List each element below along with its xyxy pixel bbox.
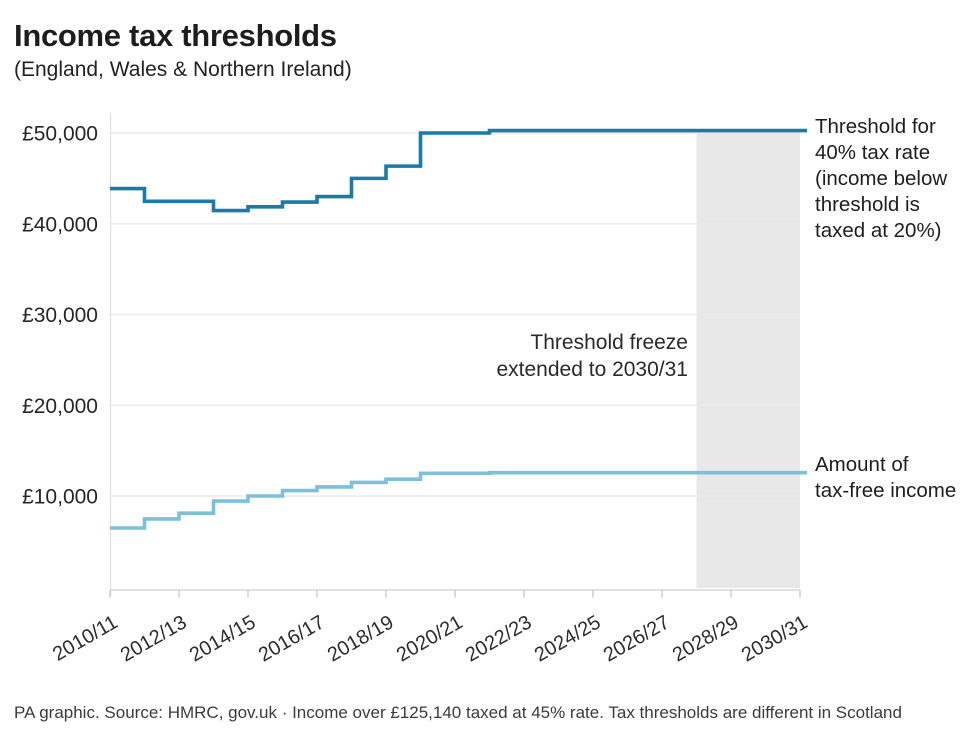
- x-axis-tick-label: 2020/21: [393, 611, 467, 666]
- x-axis-tick-label: 2012/13: [117, 611, 191, 666]
- series-label-tax-free-income: Amount of tax-free income: [815, 453, 957, 502]
- page-title: Income tax thresholds: [14, 18, 337, 53]
- x-axis-tick-label: 2026/27: [600, 611, 674, 666]
- y-axis-tick-label: £20,000: [22, 395, 98, 418]
- x-axis-tick-label: 2010/11: [49, 611, 121, 665]
- page-subtitle: (England, Wales & Northern Ireland): [14, 58, 352, 81]
- y-axis-tick-label: £30,000: [22, 304, 98, 327]
- source-note: PA graphic. Source: HMRC, gov.uk · Incom…: [14, 703, 902, 722]
- x-axis-tick-label: 2028/29: [669, 611, 743, 666]
- x-axis-tick-label: 2018/19: [324, 611, 398, 666]
- series-label-40pct-threshold: Threshold for 40% tax rate (income below…: [815, 115, 948, 242]
- x-axis-tick-label: 2030/31: [738, 611, 812, 666]
- x-axis-tick-label: 2016/17: [255, 611, 329, 666]
- y-axis-tick-label: £40,000: [22, 213, 98, 236]
- line-40pct-threshold: [110, 128, 807, 213]
- freeze-annotation: Threshold freeze extended to 2030/31: [496, 331, 688, 381]
- freeze-band: [696, 132, 800, 589]
- x-axis-tick-label: 2014/15: [186, 611, 260, 666]
- x-axis-tick-label: 2024/25: [531, 611, 605, 666]
- x-axis-tick-label: 2022/23: [462, 611, 536, 666]
- line-personal-allowance: [110, 470, 807, 530]
- y-axis-tick-label: £50,000: [22, 123, 98, 146]
- y-axis-tick-label: £10,000: [22, 486, 98, 509]
